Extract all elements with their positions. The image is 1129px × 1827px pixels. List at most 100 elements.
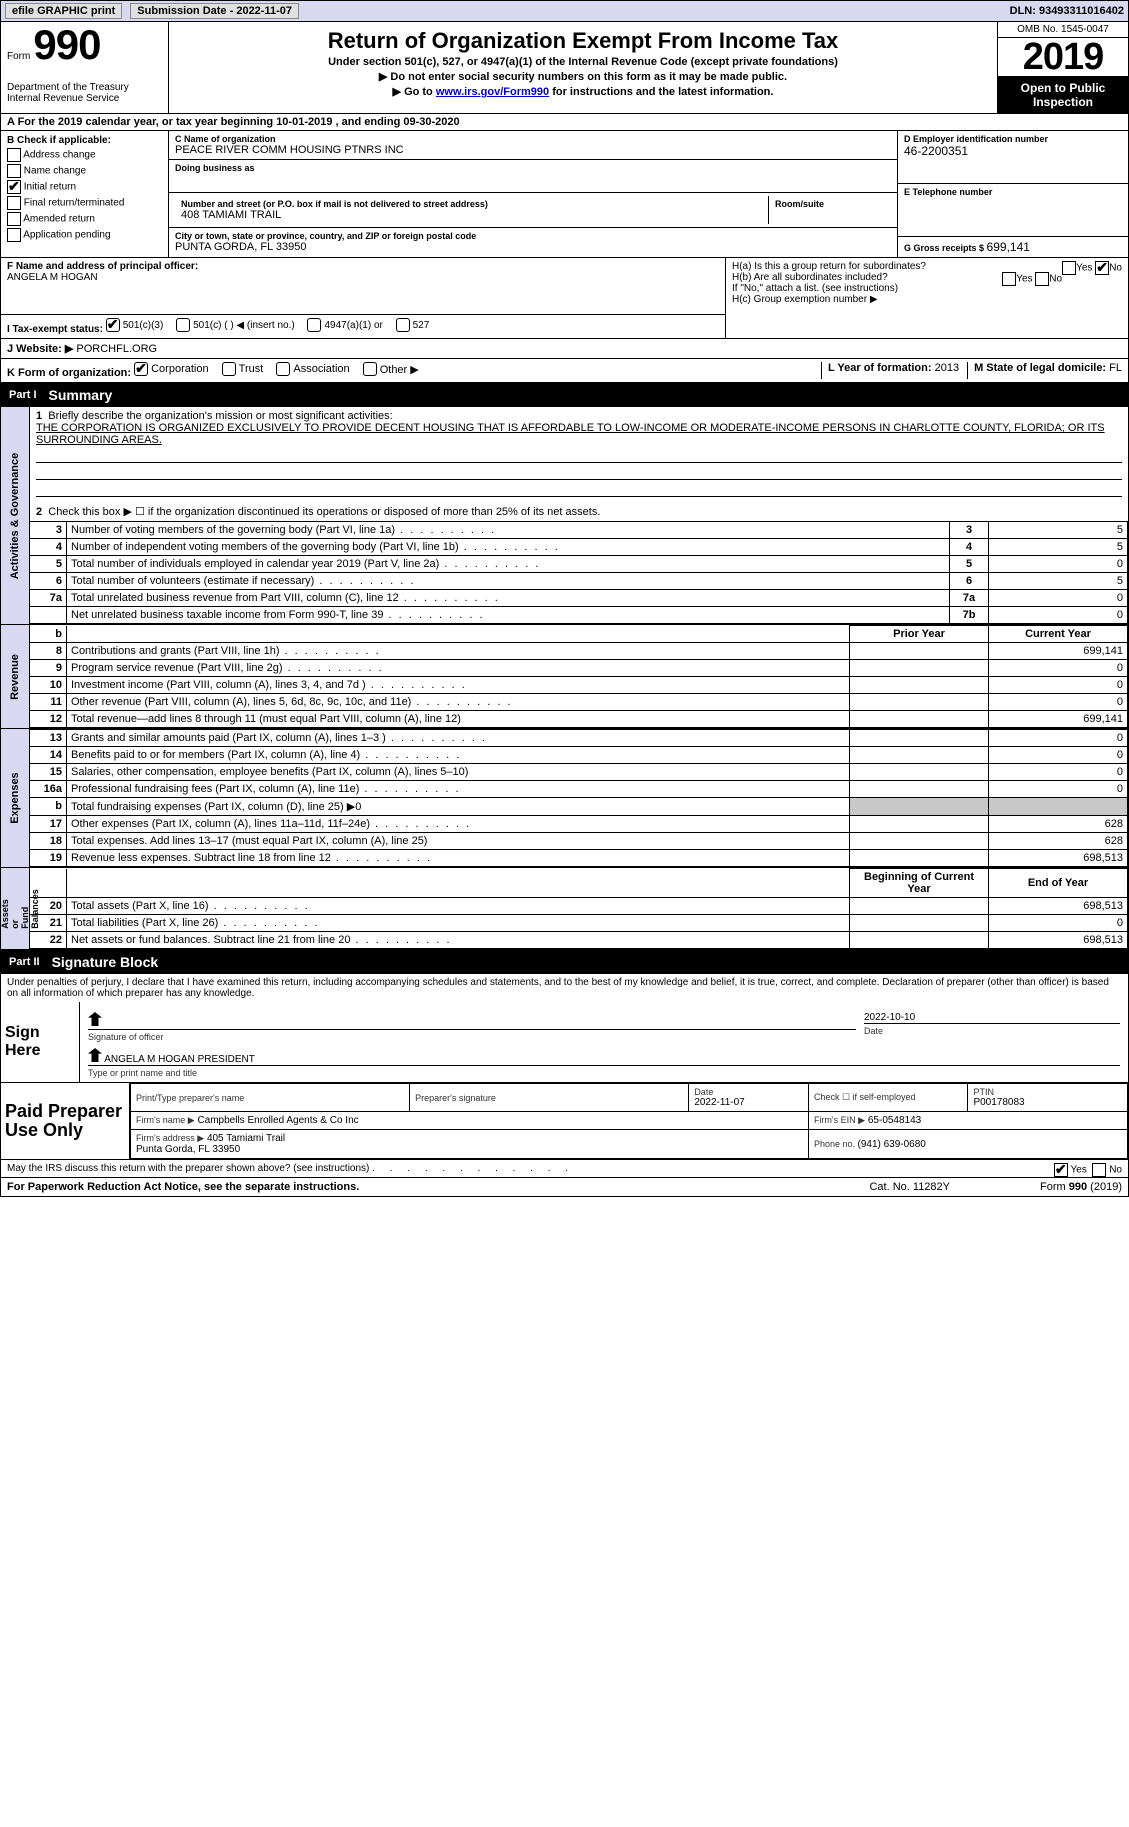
opt-final-return: Final return/terminated [24,198,125,209]
dln: DLN: 93493311016402 [1010,5,1124,17]
pt-self-label: Check ☐ if self-employed [814,1092,963,1103]
l-value: 2013 [935,362,959,374]
sig-date-label: Date [864,1026,1120,1036]
mission-text: THE CORPORATION IS ORGANIZED EXCLUSIVELY… [36,422,1122,446]
sign-here-label: Sign Here [1,1002,80,1082]
bcd-block: B Check if applicable: Address change Na… [0,131,1129,258]
officer-sig-line [88,1012,856,1030]
k-label: K Form of organization: [7,367,131,379]
opt-initial-return: Initial return [24,182,76,193]
instructions-link[interactable]: www.irs.gov/Form990 [436,86,549,98]
row-num: 17 [30,816,67,833]
row-desc: Program service revenue (Part VIII, line… [67,660,850,677]
pt-name-cell: Print/Type preparer's name [131,1084,410,1112]
ptin-label: PTIN [973,1087,1122,1097]
firm-name-cell: Firm's name ▶ Campbells Enrolled Agents … [131,1112,809,1130]
row-prior [850,677,989,694]
q2-block: 2 Check this box ▶ ☐ if the organization… [30,502,1128,521]
lm-box: L Year of formation: 2013 M State of leg… [821,362,1122,379]
ptin-value: P00178083 [973,1097,1122,1108]
chk-address-change[interactable] [7,148,21,162]
firm-name-label: Firm's name ▶ [136,1115,195,1125]
address-value: 408 TAMIAMI TRAIL [181,209,762,221]
chk-hb-yes[interactable] [1002,272,1016,286]
b-column: B Check if applicable: Address change Na… [1,131,169,257]
may-no: No [1109,1165,1122,1176]
chk-name-change[interactable] [7,164,21,178]
footer-form-no: 990 [1069,1181,1087,1193]
address-box: Number and street (or P.O. box if mail i… [169,193,897,228]
mission-block: 1 Briefly describe the organization's mi… [30,407,1128,502]
submission-date-button[interactable]: Submission Date - 2022-11-07 [130,3,299,19]
chk-final-return[interactable] [7,196,21,210]
table-row: 7aTotal unrelated business revenue from … [30,590,1128,607]
chk-may-irs-yes[interactable] [1054,1163,1068,1177]
na-table: Beginning of Current Year End of Year 20… [30,868,1128,949]
row-desc: Revenue less expenses. Subtract line 18 … [67,850,850,867]
de-column: D Employer identification number 46-2200… [897,131,1128,257]
chk-501c3[interactable] [106,318,120,332]
table-row: 6Total number of volunteers (estimate if… [30,573,1128,590]
name-title-value: ANGELA M HOGAN PRESIDENT [104,1054,255,1065]
row-current: 0 [989,764,1128,781]
chk-application-pending[interactable] [7,228,21,242]
row-val: 0 [989,590,1128,607]
table-row: Firm's name ▶ Campbells Enrolled Agents … [131,1112,1128,1130]
table-row: Print/Type preparer's name Preparer's si… [131,1084,1128,1112]
row-current: 628 [989,816,1128,833]
phone-label: E Telephone number [904,187,1122,197]
chk-527[interactable] [396,318,410,332]
chk-hb-no[interactable] [1035,272,1049,286]
table-row: 4Number of independent voting members of… [30,539,1128,556]
submission-date-label: Submission Date - [137,5,236,17]
dln-label: DLN: [1010,5,1039,17]
table-row: 10Investment income (Part VIII, column (… [30,677,1128,694]
firm-name-value: Campbells Enrolled Agents & Co Inc [197,1115,358,1126]
efile-print-button[interactable]: efile GRAPHIC print [5,3,122,19]
chk-corporation[interactable] [134,362,148,376]
row-current: 0 [989,694,1128,711]
subtitle-1: Under section 501(c), 527, or 4947(a)(1)… [175,56,991,68]
sidetab-governance: Activities & Governance [1,407,30,624]
m-value: FL [1109,362,1122,374]
table-row: 20Total assets (Part X, line 16)698,513 [30,898,1128,915]
firm-phone-label: Phone no. [814,1139,858,1149]
c-column: C Name of organization PEACE RIVER COMM … [169,131,897,257]
top-bar: efile GRAPHIC print Submission Date - 20… [0,0,1129,22]
q1-label: Briefly describe the organization's miss… [48,410,392,422]
arrow-icon [88,1048,102,1062]
table-row: 18Total expenses. Add lines 13–17 (must … [30,833,1128,850]
row-key: 3 [950,522,989,539]
chk-initial-return[interactable] [7,180,21,194]
table-row: 17Other expenses (Part IX, column (A), l… [30,816,1128,833]
chk-may-irs-no[interactable] [1092,1163,1106,1177]
row-prior [850,694,989,711]
hc-row: H(c) Group exemption number ▶ [732,294,1122,305]
chk-trust[interactable] [222,362,236,376]
chk-ha-yes[interactable] [1062,261,1076,275]
chk-ha-no[interactable] [1095,261,1109,275]
row-desc: Net assets or fund balances. Subtract li… [67,932,850,949]
row-num: 9 [30,660,67,677]
chk-501c[interactable] [176,318,190,332]
chk-amended-return[interactable] [7,212,21,226]
na-section: Net Assets or Fund Balances Beginning of… [0,868,1129,950]
chk-4947[interactable] [307,318,321,332]
pt-name-label: Print/Type preparer's name [136,1093,404,1103]
chk-other[interactable] [363,362,377,376]
row-key: 5 [950,556,989,573]
sidetab-revenue: Revenue [1,625,30,728]
row-end: 0 [989,915,1128,932]
chk-association[interactable] [276,362,290,376]
gov-table: 3Number of voting members of the governi… [30,521,1128,624]
col-begin-year: Beginning of Current Year [850,869,989,898]
row-current: 698,513 [989,850,1128,867]
table-row: Net unrelated business taxable income fr… [30,607,1128,624]
row-desc: Total liabilities (Part X, line 26) [67,915,850,932]
org-name-label: C Name of organization [175,134,891,144]
row-prior [850,730,989,747]
row-num: 8 [30,643,67,660]
exp-table: 13Grants and similar amounts paid (Part … [30,729,1128,867]
hdr-blank-num: b [30,626,67,643]
pt-date-value: 2022-11-07 [694,1097,803,1108]
